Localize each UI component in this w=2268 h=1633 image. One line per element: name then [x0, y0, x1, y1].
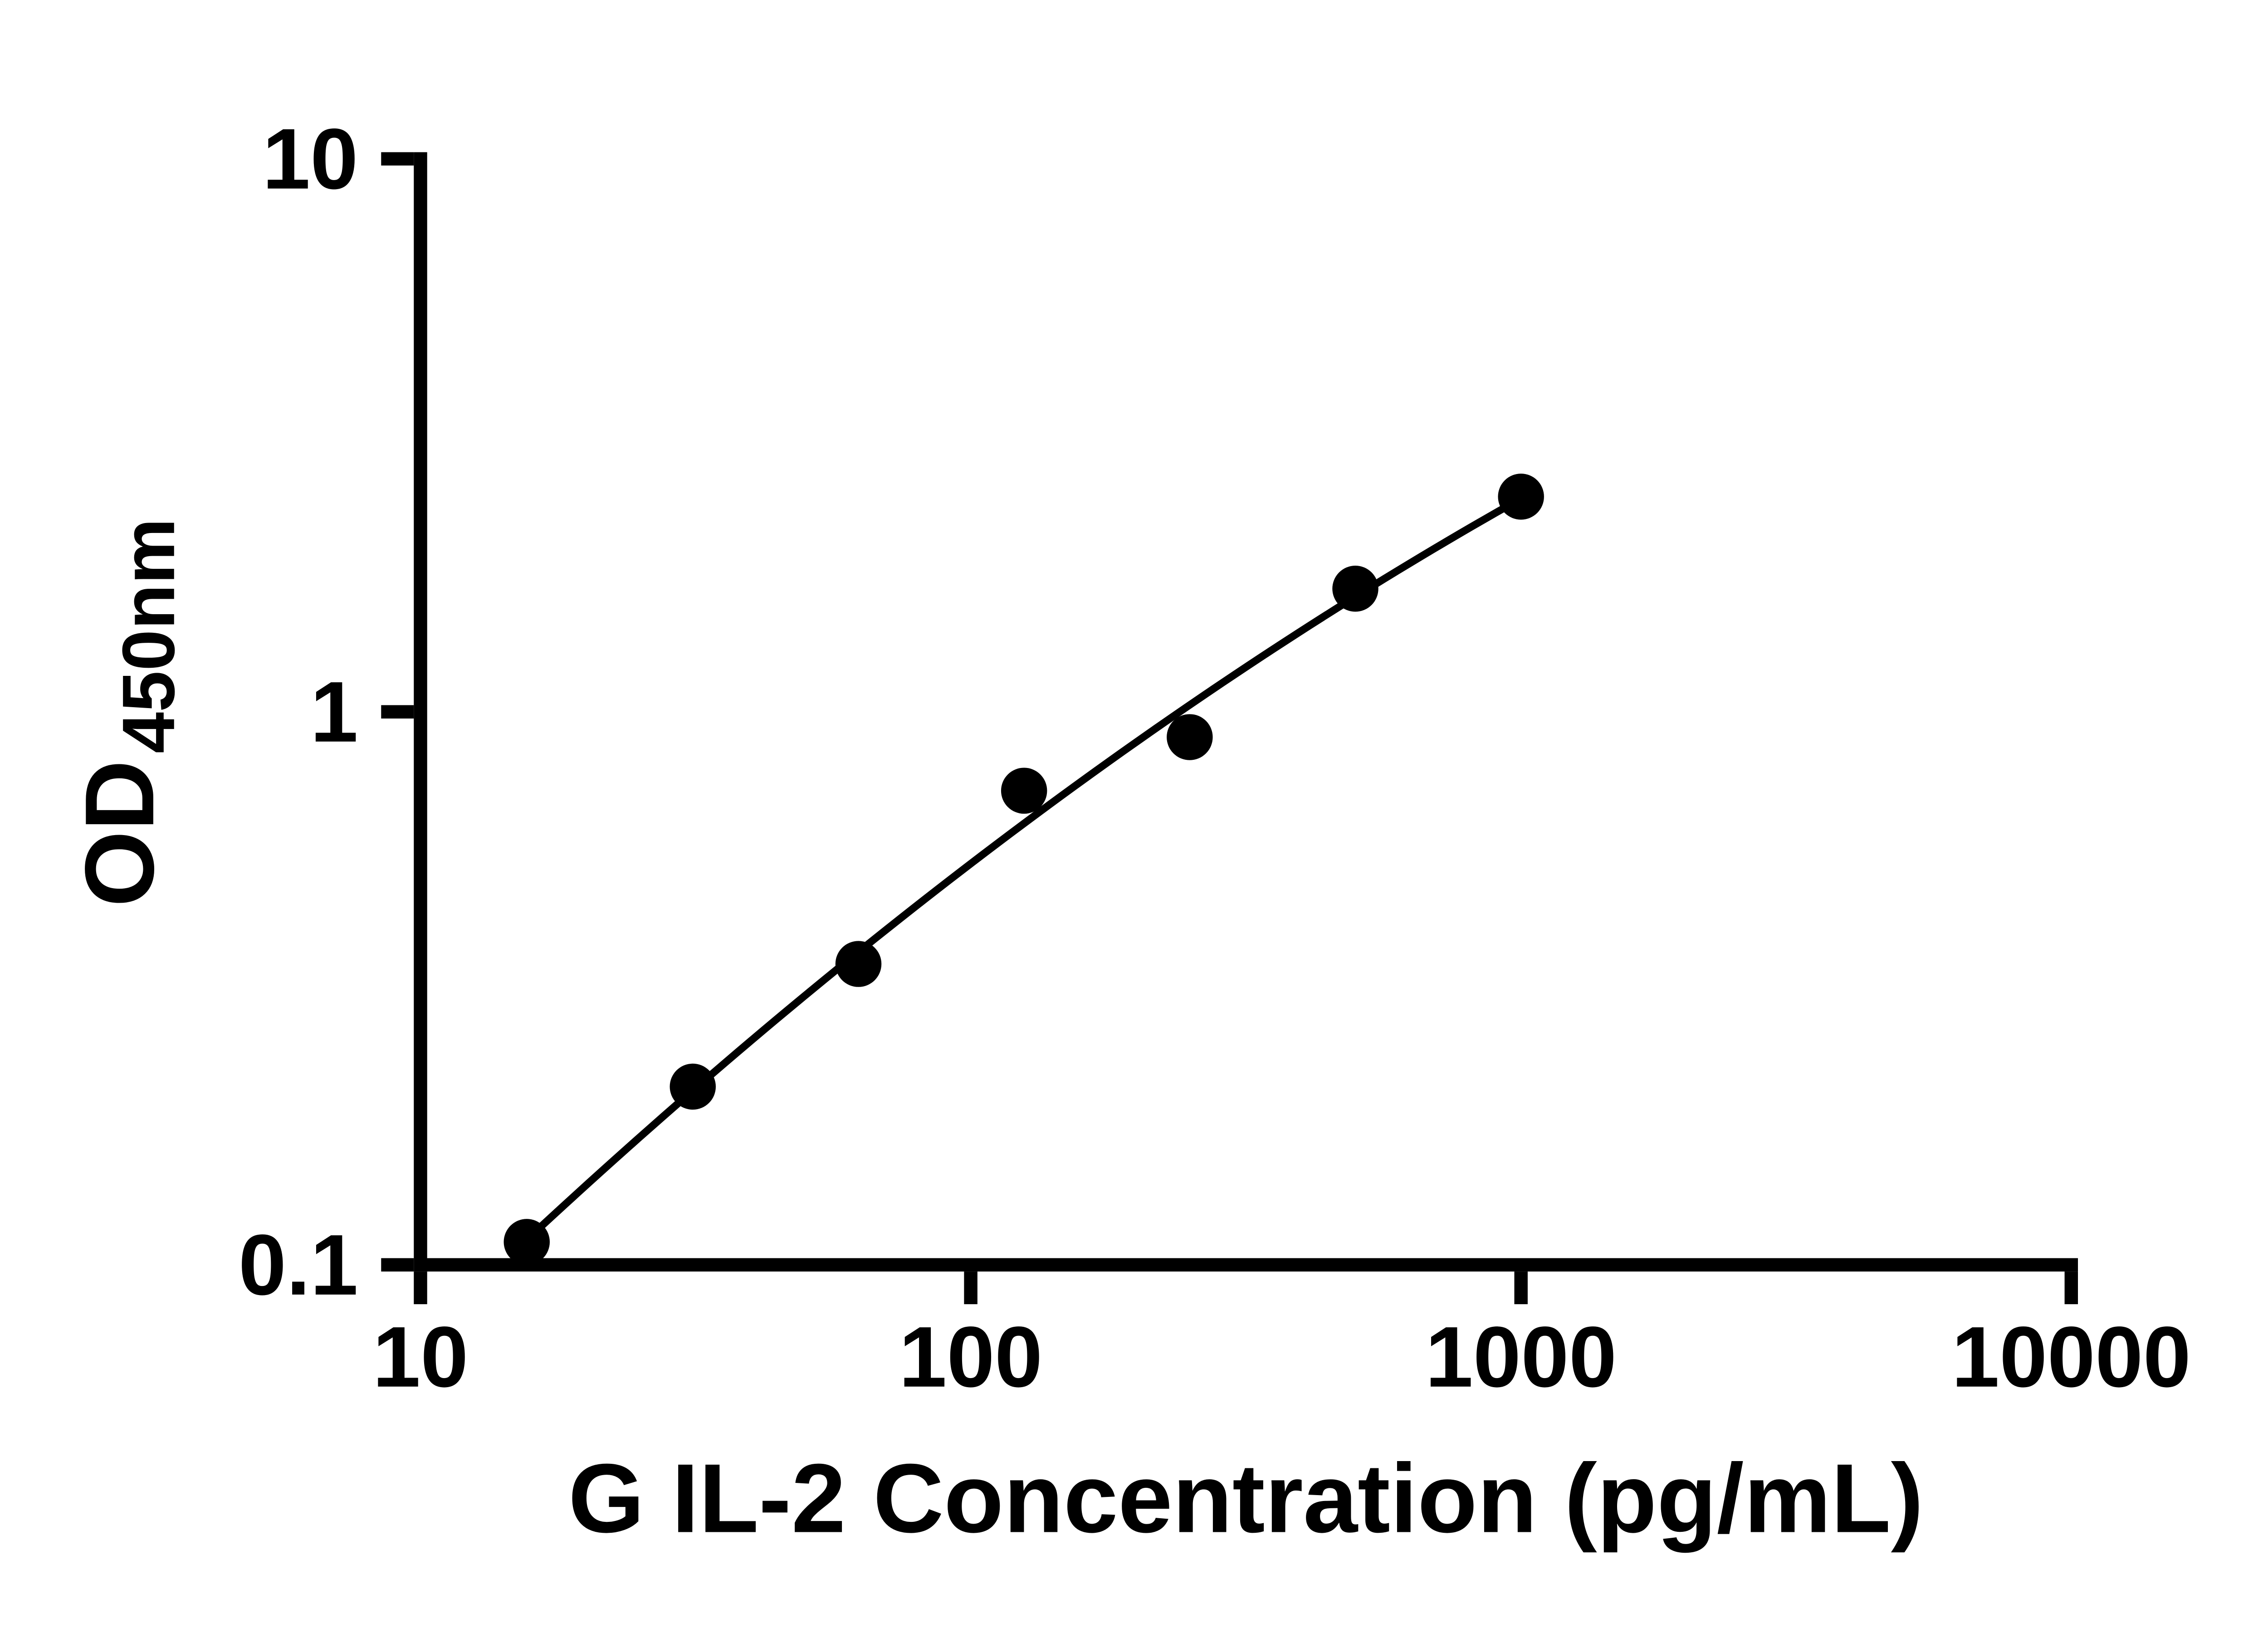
y-axis-title-main: OD: [64, 760, 174, 907]
data-point: [503, 1219, 550, 1265]
y-axis-title-sub: 450nm: [107, 518, 190, 753]
standard-curve-line: [523, 494, 1525, 1244]
data-point: [1001, 768, 1047, 814]
x-tick-label: 10: [372, 1309, 468, 1405]
data-points: [503, 474, 1544, 1265]
x-axis-title: G IL-2 Concentration (pg/mL): [568, 1443, 1924, 1553]
data-point: [1332, 566, 1378, 612]
x-tick-label: 1000: [1425, 1309, 1617, 1405]
y-tick-label: 0.1: [239, 1217, 358, 1313]
y-tick-label: 10: [262, 111, 358, 207]
x-tick-label: 10000: [1951, 1309, 2191, 1405]
axis-labels: G IL-2 Concentration (pg/mL) OD 450nm: [64, 518, 1924, 1553]
data-point: [1167, 714, 1213, 760]
data-point: [1498, 474, 1544, 520]
x-tick-label: 100: [899, 1309, 1043, 1405]
data-point: [835, 941, 882, 987]
fit-curve: [523, 494, 1525, 1244]
y-tick-label: 1: [310, 664, 358, 760]
data-point: [670, 1063, 716, 1110]
axes: 10 100 1000 10000 0.1 1 10: [239, 111, 2191, 1405]
y-axis-title: OD 450nm: [64, 518, 190, 907]
axis-spines: [414, 152, 2078, 1272]
